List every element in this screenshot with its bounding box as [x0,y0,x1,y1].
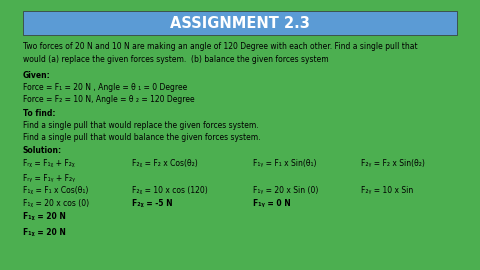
Text: F₁ᵧ = F₁ x Sin(θ₁): F₁ᵧ = F₁ x Sin(θ₁) [253,159,317,168]
FancyBboxPatch shape [23,11,457,35]
Text: F₂ᵧ = F₂ x Sin(θ₂): F₂ᵧ = F₂ x Sin(θ₂) [361,159,425,168]
Text: would (a) replace the given forces system.  (b) balance the given forces system: would (a) replace the given forces syste… [23,55,328,64]
Text: Find a single pull that would replace the given forces system.: Find a single pull that would replace th… [23,121,258,130]
Text: F₁ᵪ = 20 N: F₁ᵪ = 20 N [23,211,65,221]
Text: Given:: Given: [23,71,50,80]
Text: F₂ᵪ = F₂ x Cos(θ₂): F₂ᵪ = F₂ x Cos(θ₂) [132,159,198,168]
Text: F₁ᵧ = 0 N: F₁ᵧ = 0 N [253,199,291,208]
Text: F₁ᵪ = 20 N: F₁ᵪ = 20 N [23,228,65,237]
Text: ASSIGNMENT 2.3: ASSIGNMENT 2.3 [170,16,310,31]
Text: F₁ᵪ = F₁ x Cos(θ₁): F₁ᵪ = F₁ x Cos(θ₁) [23,187,88,195]
Text: Force = F₂ = 10 N, Angle = θ ₂ = 120 Degree: Force = F₂ = 10 N, Angle = θ ₂ = 120 Deg… [23,95,194,104]
Text: Two forces of 20 N and 10 N are making an angle of 120 Degree with each other. F: Two forces of 20 N and 10 N are making a… [23,42,417,51]
Text: F₂ᵧ = 10 x Sin: F₂ᵧ = 10 x Sin [361,187,413,195]
Text: To find:: To find: [23,109,55,118]
Text: Force = F₁ = 20 N , Angle = θ ₁ = 0 Degree: Force = F₁ = 20 N , Angle = θ ₁ = 0 Degr… [23,83,187,92]
Text: Solution:: Solution: [23,146,62,156]
Text: F₁ᵧ = 20 x Sin (0): F₁ᵧ = 20 x Sin (0) [253,187,319,195]
Text: Find a single pull that would balance the given forces system.: Find a single pull that would balance th… [23,133,260,142]
Text: Fᵣᵧ = F₁ᵧ + F₂ᵧ: Fᵣᵧ = F₁ᵧ + F₂ᵧ [23,174,74,183]
Text: F₂ᵪ = -5 N: F₂ᵪ = -5 N [132,199,173,208]
Text: Fᵣᵪ = F₁ᵪ + F₂ᵪ: Fᵣᵪ = F₁ᵪ + F₂ᵪ [23,158,74,167]
Text: F₂ᵪ = 10 x cos (120): F₂ᵪ = 10 x cos (120) [132,187,208,195]
Text: F₁ᵪ = 20 x cos (0): F₁ᵪ = 20 x cos (0) [23,199,89,208]
